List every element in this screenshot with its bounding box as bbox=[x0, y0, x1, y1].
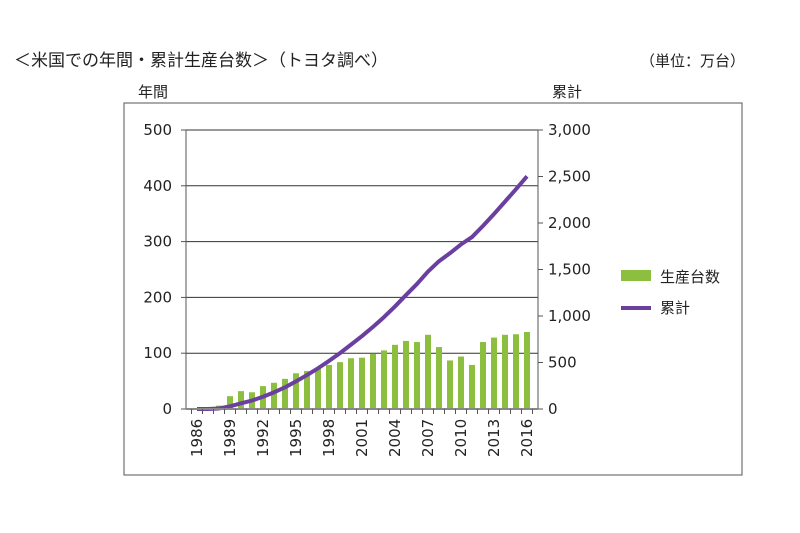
right-axis-label: 累計 bbox=[552, 83, 582, 101]
right-tick-label: 2,500 bbox=[548, 168, 591, 186]
bar-1995 bbox=[293, 373, 299, 409]
chart-title: ＜米国での年間・累計生産台数＞（トヨタ調べ） bbox=[14, 51, 388, 71]
right-tick-label: 1,000 bbox=[548, 307, 591, 325]
bar-1990 bbox=[238, 391, 244, 409]
x-tick-label: 1986 bbox=[188, 419, 206, 457]
legend: 生産台数 累計 bbox=[621, 268, 720, 317]
bar-2005 bbox=[403, 340, 409, 409]
bar-2007 bbox=[425, 334, 431, 409]
bar-2013 bbox=[491, 337, 497, 409]
left-tick-label: 400 bbox=[143, 177, 172, 195]
unit-label: （単位：万台） bbox=[640, 52, 745, 70]
x-tick-label: 2001 bbox=[353, 419, 371, 457]
bar-1989 bbox=[227, 396, 233, 409]
left-tick-label: 100 bbox=[143, 344, 172, 362]
x-tick-label: 1995 bbox=[287, 419, 305, 457]
left-tick-label: 200 bbox=[143, 288, 172, 306]
bar-2000 bbox=[348, 358, 354, 409]
x-tick-label: 2016 bbox=[518, 419, 536, 457]
left-tick-label: 300 bbox=[143, 233, 172, 251]
bar-1993 bbox=[271, 382, 277, 409]
bar-2006 bbox=[414, 342, 420, 409]
legend-label-bar: 生産台数 bbox=[660, 268, 720, 286]
x-tick-label: 1989 bbox=[221, 419, 239, 457]
bar-2008 bbox=[436, 347, 442, 409]
bar-2015 bbox=[513, 334, 519, 409]
legend-swatch-bar bbox=[621, 270, 651, 281]
right-tick-label: 2,000 bbox=[548, 214, 591, 232]
bar-2002 bbox=[370, 353, 376, 409]
x-tick-label: 1998 bbox=[320, 419, 338, 457]
left-axis-label: 年間 bbox=[138, 83, 168, 101]
x-tick-label: 2007 bbox=[419, 419, 437, 457]
bar-1996 bbox=[304, 371, 310, 409]
x-tick-label: 1992 bbox=[254, 419, 272, 457]
chart-frame bbox=[123, 102, 743, 476]
bar-2009 bbox=[447, 360, 453, 409]
bar-2003 bbox=[381, 350, 387, 409]
x-tick-label: 2004 bbox=[386, 419, 404, 457]
bar-1997 bbox=[315, 368, 321, 409]
bar-2016 bbox=[524, 331, 530, 409]
right-tick-label: 1,500 bbox=[548, 261, 591, 279]
bar-2011 bbox=[469, 364, 475, 409]
right-tick-label: 0 bbox=[548, 400, 558, 418]
right-tick-label: 3,000 bbox=[548, 121, 591, 139]
bar-2012 bbox=[480, 342, 486, 409]
legend-label-line: 累計 bbox=[660, 299, 690, 317]
bar-1999 bbox=[337, 362, 343, 409]
bar-2004 bbox=[392, 344, 398, 409]
right-tick-label: 500 bbox=[548, 354, 577, 372]
bar-1998 bbox=[326, 364, 332, 409]
bar-1994 bbox=[282, 378, 288, 409]
left-tick-label: 0 bbox=[162, 400, 172, 418]
bar-2001 bbox=[359, 357, 365, 409]
bar-2010 bbox=[458, 356, 464, 409]
x-tick-label: 2013 bbox=[485, 419, 503, 457]
x-tick-label: 2010 bbox=[452, 419, 470, 457]
left-tick-label: 500 bbox=[143, 121, 172, 139]
bar-2014 bbox=[502, 334, 508, 409]
